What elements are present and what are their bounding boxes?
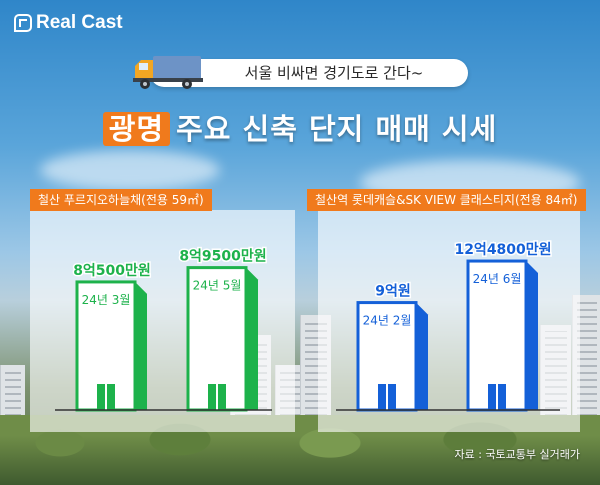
headline-rest: 주요 신축 단지 매매 시세: [176, 112, 498, 146]
value-label: 9억원: [375, 284, 411, 300]
bar-side: [246, 267, 258, 410]
category-label: 24년 6월: [473, 272, 522, 286]
truck-icon: [133, 56, 203, 89]
cloud: [40, 150, 220, 190]
headline-highlight: 광명: [102, 112, 171, 146]
subtitle-pill: 서울 비싸면 경기도로 간다~: [150, 59, 468, 87]
bar-side: [416, 302, 428, 410]
chart-title-left: 철산 푸르지오하늘채(전용 59㎡): [30, 189, 212, 211]
category-label: 24년 2월: [363, 314, 412, 328]
value-label: 8억9500만원: [179, 249, 266, 265]
bar-side: [135, 281, 147, 410]
bar-side: [526, 261, 538, 410]
value-label: 12억4800만원: [454, 242, 551, 258]
brand-name: Real Cast: [36, 12, 123, 33]
brand-logo: Real Cast: [14, 12, 123, 34]
logo-icon: [14, 14, 32, 32]
headline: 광명 주요 신축 단지 매매 시세: [0, 106, 600, 148]
category-label: 24년 3월: [82, 293, 131, 307]
value-label: 8억500만원: [73, 263, 151, 279]
source-note: 자료 : 국토교통부 실거래가: [454, 448, 580, 461]
subtitle-text: 서울 비싸면 경기도로 간다~: [244, 64, 424, 82]
category-label: 24년 5월: [193, 279, 242, 293]
chart-title-right: 철산역 롯데캐슬&SK VIEW 클래스티지(전용 84㎡): [307, 189, 586, 211]
